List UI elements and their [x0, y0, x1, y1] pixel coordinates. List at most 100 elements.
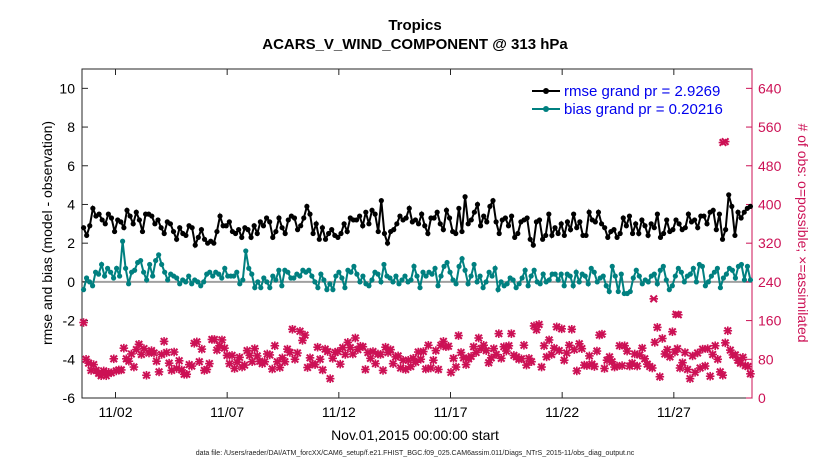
series-point-0 [552, 225, 558, 231]
series-point-0 [741, 209, 747, 215]
obs-marker [668, 327, 677, 337]
obs-marker [710, 341, 720, 351]
series-point-1 [101, 273, 108, 279]
series-point-0 [90, 205, 96, 211]
series-point-0 [431, 215, 437, 221]
series-point-1 [387, 275, 393, 281]
series-point-1 [567, 273, 573, 279]
obs-marker [265, 350, 275, 360]
series-point-1 [240, 277, 246, 283]
x-tick-label: 11/07 [210, 404, 244, 420]
series-point-0 [121, 225, 127, 231]
series-point-1 [150, 273, 156, 279]
series-point-1 [417, 285, 423, 291]
series-point-0 [170, 228, 177, 235]
series-point-1 [444, 259, 450, 266]
series-point-0 [716, 211, 723, 217]
series-point-1 [402, 273, 408, 279]
series-point-1 [732, 275, 739, 281]
series-point-1 [654, 281, 660, 287]
series-point-0 [155, 217, 161, 223]
series-point-0 [685, 211, 692, 217]
y-tick-label: -2 [63, 313, 76, 329]
obs-marker [504, 341, 514, 351]
series-point-1 [336, 269, 342, 275]
series-point-1 [537, 281, 543, 287]
series-point-0 [161, 230, 167, 237]
y-tick-label: -6 [63, 390, 76, 406]
series-point-1 [330, 287, 336, 293]
series-point-1 [144, 277, 150, 283]
series-point-1 [375, 271, 381, 277]
series-point-1 [561, 283, 567, 289]
obs-marker [240, 360, 249, 370]
series-point-0 [316, 236, 322, 242]
series-point-0 [623, 223, 629, 229]
obs-marker [723, 326, 733, 336]
series-point-1 [723, 271, 730, 277]
series-point-0 [524, 215, 530, 221]
obs-extra-marker [720, 137, 730, 146]
obs-marker [474, 333, 483, 343]
series-point-0 [294, 227, 301, 233]
obs-marker [444, 341, 453, 351]
series-point-0 [276, 215, 282, 221]
series-point-0 [639, 217, 645, 223]
series-point-1 [681, 279, 687, 285]
series-point-0 [291, 215, 298, 221]
series-point-1 [285, 269, 291, 275]
obs-marker [192, 337, 202, 347]
obs-marker [117, 365, 126, 375]
series-point-1 [261, 275, 267, 281]
obs-marker [182, 369, 192, 379]
series-point-0 [326, 230, 332, 237]
series-point-1 [432, 265, 438, 271]
obs-marker [109, 354, 119, 364]
x-tick-label: 11/27 [657, 404, 691, 420]
obs-marker [486, 353, 496, 363]
obs-marker [700, 361, 710, 371]
obs-marker [527, 357, 536, 367]
series-point-1 [720, 275, 727, 281]
obs-marker [388, 359, 398, 368]
series-point-0 [654, 211, 660, 217]
obs-marker [285, 348, 295, 357]
series-point-0 [682, 225, 688, 231]
series-point-1 [369, 277, 375, 283]
obs-marker [653, 323, 662, 332]
series-point-1 [474, 279, 480, 285]
series-point-0 [363, 209, 369, 215]
y-tick-label: 2 [67, 235, 75, 251]
series-point-1 [453, 281, 459, 287]
series-point-0 [254, 230, 260, 237]
series-point-1 [156, 252, 162, 258]
series-point-0 [412, 217, 419, 223]
obs-marker [519, 340, 529, 350]
series-point-1 [657, 267, 663, 273]
series-point-0 [543, 232, 549, 239]
series-point-1 [378, 279, 384, 285]
series-point-0 [496, 230, 502, 237]
x-tick-label: 11/22 [545, 404, 579, 420]
series-point-0 [474, 201, 481, 208]
series-point-1 [354, 271, 360, 277]
obs-marker [174, 356, 184, 366]
series-point-1 [528, 273, 534, 279]
series-point-0 [657, 234, 664, 240]
series-point-1 [396, 281, 402, 287]
series-point-0 [263, 215, 270, 221]
series-point-1 [147, 261, 153, 268]
obs-marker [152, 356, 161, 366]
series-point-1 [83, 275, 90, 281]
series-point-0 [226, 219, 232, 225]
series-point-1 [174, 275, 180, 281]
obs-marker [376, 350, 385, 359]
series-point-0 [419, 211, 425, 217]
series-point-1 [315, 285, 321, 291]
series-point-1 [576, 279, 582, 285]
series-point-1 [231, 273, 237, 279]
obs-marker [454, 331, 463, 340]
series-point-0 [378, 198, 384, 204]
series-point-1 [333, 273, 339, 279]
